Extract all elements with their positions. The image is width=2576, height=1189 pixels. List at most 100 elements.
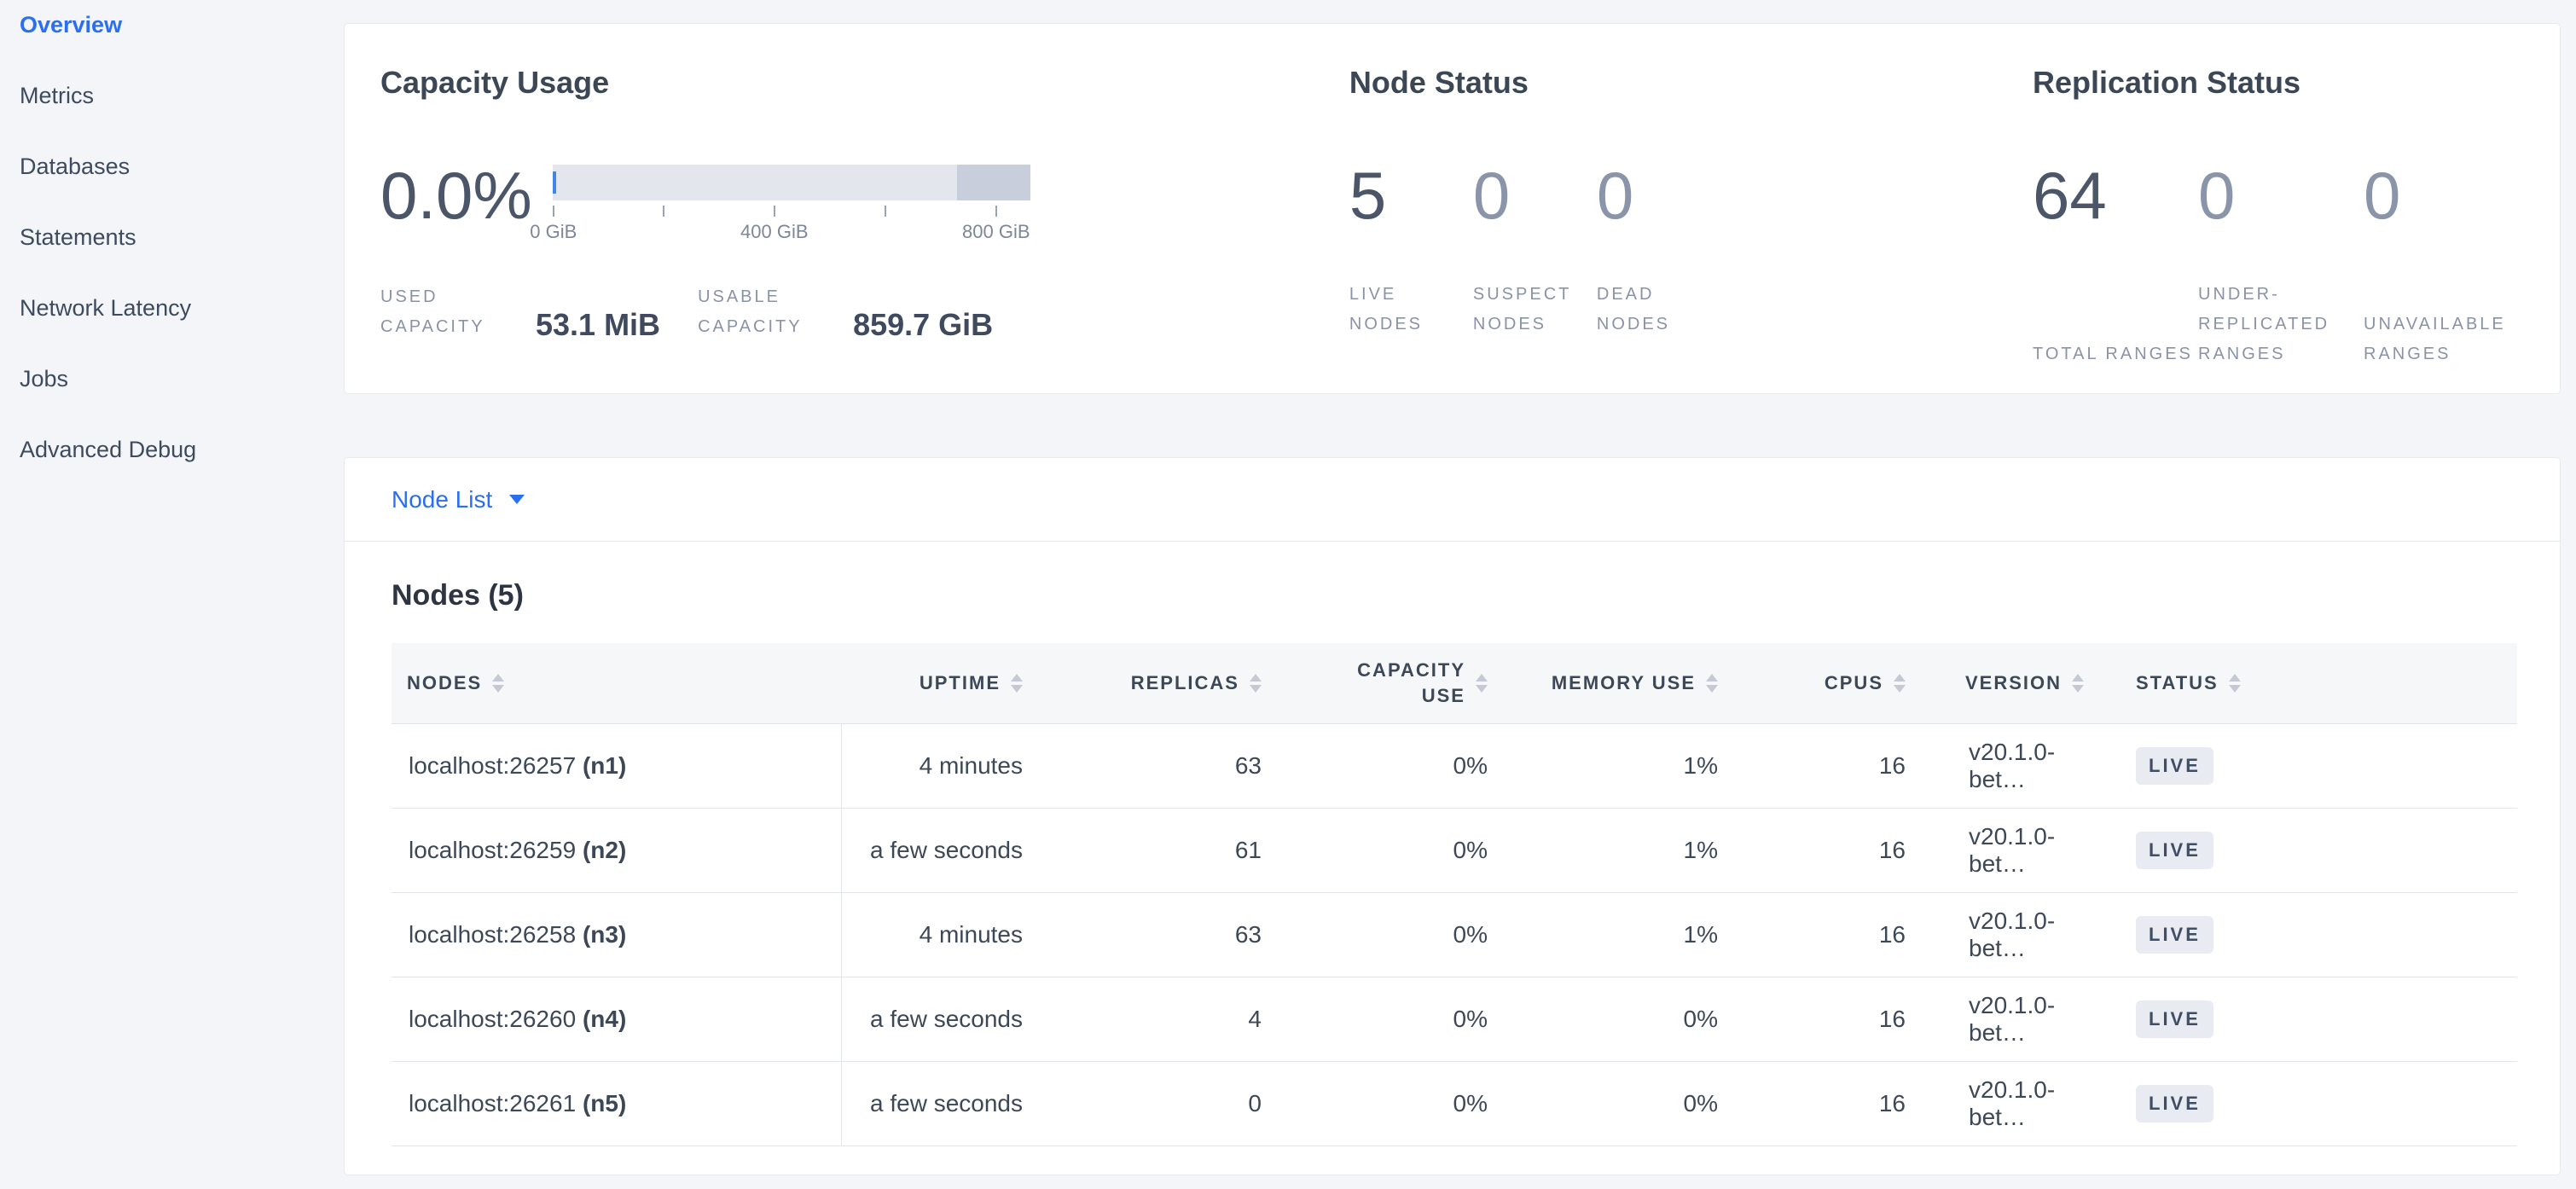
sort-icon [1250, 673, 1262, 693]
replicas-cell: 61 [1033, 808, 1272, 893]
capacity-use-cell: 0% [1272, 723, 1498, 809]
capacity-bar-axis: 0 GiB 400 GiB 800 GiB [530, 200, 1030, 242]
column-header-nodes[interactable]: NODES [392, 643, 841, 724]
status-badge: LIVE [2136, 1000, 2213, 1038]
sidebar-item-jobs[interactable]: Jobs [20, 366, 69, 392]
table-row[interactable]: localhost:26260 (n4) a few seconds 4 0% … [392, 977, 2517, 1062]
version-cell: v20.1.0-bet… [1916, 723, 2112, 809]
axis-label-0gib: 0 GiB [530, 221, 577, 242]
capacity-usage-title: Capacity Usage [380, 65, 610, 100]
live-nodes-count: 5 [1349, 158, 1387, 233]
memory-use-cell: 1% [1498, 808, 1728, 893]
capacity-used-percent: 0.0% [380, 158, 532, 233]
suspect-nodes-count: 0 [1472, 158, 1511, 233]
status-badge: LIVE [2136, 831, 2213, 869]
total-ranges-label: TOTAL RANGES [2033, 345, 2193, 363]
node-list-panel: Node List Nodes (5) NODES UPTIME REPLICA… [344, 457, 2561, 1175]
node-address-cell[interactable]: localhost:26258 (n3) [392, 892, 842, 977]
replication-status-section: Replication Status 64 0 0 TOTAL RANGES U… [2033, 65, 2560, 393]
memory-use-cell: 0% [1498, 977, 1728, 1062]
node-address-cell[interactable]: localhost:26259 (n2) [392, 808, 842, 893]
uptime-cell: a few seconds [841, 1061, 1033, 1146]
column-header-capacity-use[interactable]: CAPACITY USE [1272, 643, 1498, 724]
node-address-cell[interactable]: localhost:26261 (n5) [392, 1061, 842, 1146]
main-content: Capacity Usage 0.0% 0 GiB 400 GiB 800 Gi… [334, 0, 2576, 1189]
memory-use-cell: 1% [1498, 892, 1728, 977]
node-list-dropdown[interactable]: Node List [392, 485, 493, 513]
table-row[interactable]: localhost:26259 (n2) a few seconds 61 0%… [392, 808, 2517, 893]
sidebar-item-advanced-debug[interactable]: Advanced Debug [20, 437, 197, 462]
status-cell: LIVE [2112, 892, 2517, 977]
suspect-nodes-label: SUSPECT NODES [1472, 285, 1571, 334]
sidebar: Overview Metrics Databases Statements Ne… [0, 0, 334, 1189]
dead-nodes-label: DEAD NODES [1596, 285, 1671, 334]
sort-icon [1476, 673, 1488, 693]
sidebar-item-network-latency[interactable]: Network Latency [20, 295, 192, 321]
status-badge: LIVE [2136, 746, 2213, 785]
node-address-cell[interactable]: localhost:26257 (n1) [392, 723, 842, 809]
column-header-version[interactable]: VERSION [1916, 643, 2112, 724]
column-header-memory-use[interactable]: MEMORY USE [1498, 643, 1728, 724]
memory-use-cell: 1% [1498, 723, 1728, 809]
uptime-cell: a few seconds [841, 977, 1033, 1062]
column-header-status[interactable]: STATUS [2112, 643, 2517, 724]
node-address-cell[interactable]: localhost:26260 (n4) [392, 977, 842, 1062]
unavailable-ranges-count: 0 [2364, 158, 2401, 233]
version-cell: v20.1.0-bet… [1916, 977, 2112, 1062]
capacity-use-cell: 0% [1272, 977, 1498, 1062]
version-cell: v20.1.0-bet… [1916, 892, 2112, 977]
capacity-bar-track [552, 165, 1030, 200]
sort-icon [492, 673, 505, 693]
axis-label-400gib: 400 GiB [740, 221, 809, 242]
under-replicated-ranges-label: UNDER-REPLICATED RANGES [2198, 285, 2330, 363]
nodes-table-heading: Nodes (5) [392, 579, 524, 612]
column-header-cpus[interactable]: CPUS [1728, 643, 1916, 724]
replication-status-title: Replication Status [2033, 65, 2301, 100]
status-badge: LIVE [2136, 1084, 2213, 1122]
sort-icon [1894, 673, 1906, 693]
replicas-cell: 0 [1033, 1061, 1272, 1146]
total-ranges-count: 64 [2033, 158, 2107, 233]
capacity-bar-nonusable-segment [956, 165, 1030, 200]
status-cell: LIVE [2112, 808, 2517, 893]
table-row[interactable]: localhost:26258 (n3) 4 minutes 63 0% 1% … [392, 892, 2517, 977]
status-cell: LIVE [2112, 723, 2517, 809]
sidebar-item-statements[interactable]: Statements [20, 224, 136, 250]
replicas-cell: 63 [1033, 892, 1272, 977]
replicas-cell: 4 [1033, 977, 1272, 1062]
capacity-use-cell: 0% [1272, 1061, 1498, 1146]
uptime-cell: 4 minutes [841, 723, 1033, 809]
unavailable-ranges-label: UNAVAILABLE RANGES [2364, 315, 2506, 363]
capacity-usage-section: Capacity Usage 0.0% 0 GiB 400 GiB 800 Gi… [380, 65, 1349, 393]
cpus-cell: 16 [1728, 977, 1916, 1062]
status-cell: LIVE [2112, 1061, 2517, 1146]
status-badge: LIVE [2136, 915, 2213, 954]
capacity-bar-used-marker [552, 171, 556, 194]
sidebar-item-databases[interactable]: Databases [20, 154, 131, 179]
node-status-section: Node Status 5 0 0 LIVE NODES SUSPECT NOD… [1349, 65, 2033, 393]
sort-icon [2228, 673, 2241, 693]
table-row[interactable]: localhost:26261 (n5) a few seconds 0 0% … [392, 1061, 2517, 1146]
node-status-title: Node Status [1349, 65, 1529, 100]
column-header-replicas[interactable]: REPLICAS [1033, 643, 1272, 724]
status-cell: LIVE [2112, 977, 2517, 1062]
cpus-cell: 16 [1728, 723, 1916, 809]
sidebar-item-metrics[interactable]: Metrics [20, 83, 94, 108]
table-row[interactable]: localhost:26257 (n1) 4 minutes 63 0% 1% … [392, 723, 2517, 809]
sort-icon [1706, 673, 1718, 693]
nodes-table: NODES UPTIME REPLICAS CAPACITY USE MEMOR… [392, 643, 2517, 1146]
uptime-cell: 4 minutes [841, 892, 1033, 977]
cpus-cell: 16 [1728, 892, 1916, 977]
under-replicated-ranges-count: 0 [2198, 158, 2236, 233]
replicas-cell: 63 [1033, 723, 1272, 809]
usable-capacity-value: 859.7 GiB [853, 307, 994, 342]
cluster-summary-panel: Capacity Usage 0.0% 0 GiB 400 GiB 800 Gi… [344, 23, 2561, 394]
used-capacity-value: 53.1 MiB [536, 307, 661, 342]
sidebar-item-overview[interactable]: Overview [20, 12, 123, 38]
column-header-uptime[interactable]: UPTIME [841, 643, 1033, 724]
used-capacity-label: USED CAPACITY [380, 287, 485, 336]
chevron-down-icon[interactable] [509, 495, 525, 504]
version-cell: v20.1.0-bet… [1916, 1061, 2112, 1146]
cpus-cell: 16 [1728, 1061, 1916, 1146]
